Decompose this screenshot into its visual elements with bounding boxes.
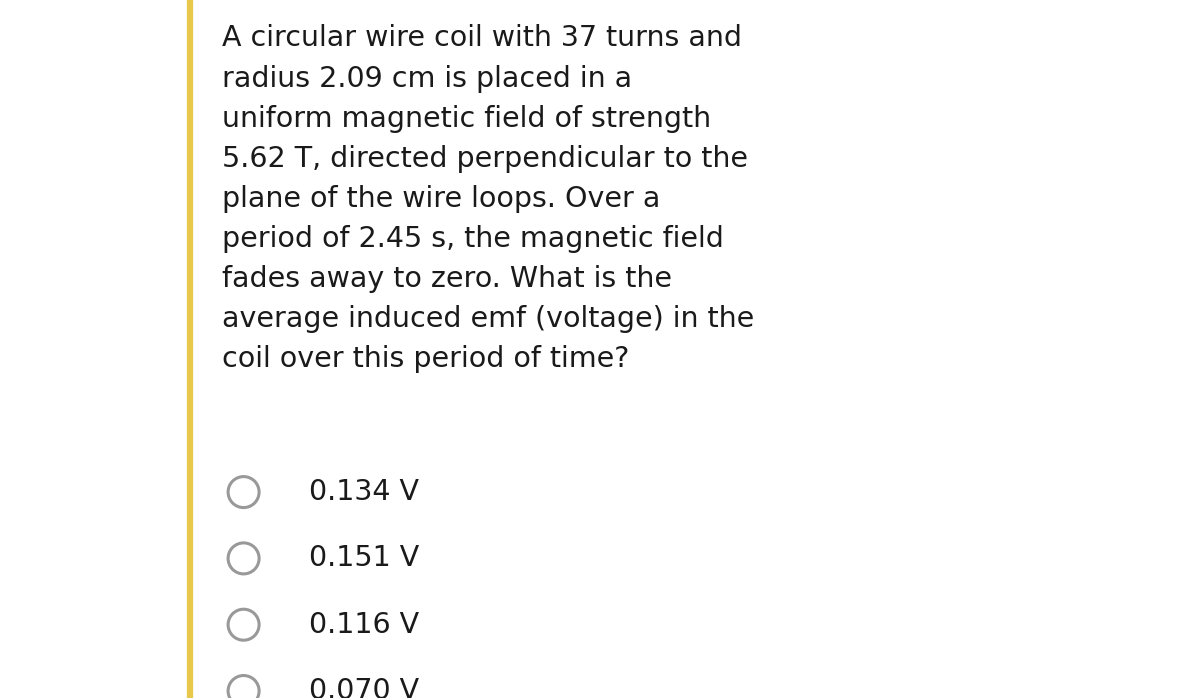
- Text: A circular wire coil with 37 turns and
radius 2.09 cm is placed in a
uniform mag: A circular wire coil with 37 turns and r…: [222, 24, 755, 373]
- Text: 0.070 V: 0.070 V: [310, 677, 420, 698]
- Text: 0.134 V: 0.134 V: [310, 478, 420, 506]
- Text: 0.151 V: 0.151 V: [310, 544, 420, 572]
- Text: 0.116 V: 0.116 V: [310, 611, 420, 639]
